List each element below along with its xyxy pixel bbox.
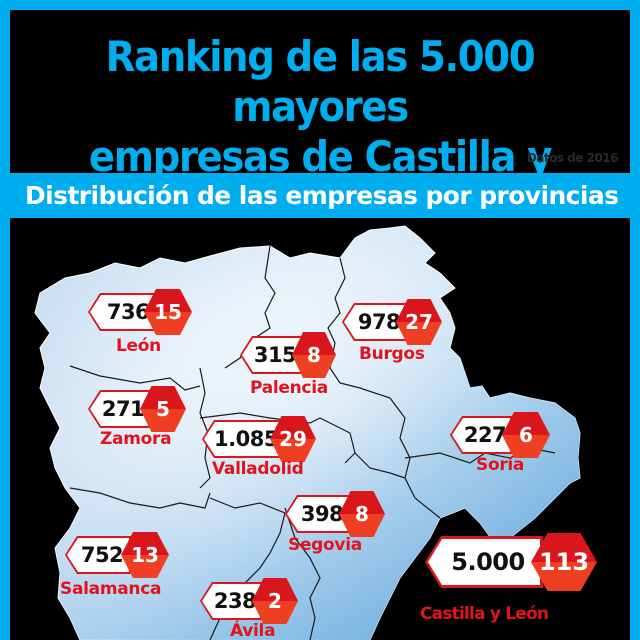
subtitle-bar: Distribución de las empresas por provinc… xyxy=(10,173,630,218)
province-label-zamora: Zamora xyxy=(100,429,172,449)
data-year-note: Datos de 2016 xyxy=(526,151,619,165)
total-rank-count-hex: 113 xyxy=(531,533,597,591)
province-label-leon: León xyxy=(116,336,161,356)
total-companies-count: 5.000 xyxy=(428,539,540,585)
companies-count: 752 xyxy=(67,538,129,572)
province-label-burgos: Burgos xyxy=(359,344,425,364)
province-label-segovia: Segovia xyxy=(288,535,362,555)
map-area: 736 15 León 315 8 Palencia 978 27 Burgos… xyxy=(10,218,630,640)
rank-count-hex: 13 xyxy=(121,532,169,578)
rank-count-hex: 8 xyxy=(292,332,336,378)
province-label-soria: Soria xyxy=(476,455,525,475)
province-label-avila: Ávila xyxy=(230,621,276,640)
rank-count-hex: 2 xyxy=(252,578,298,624)
companies-count: 271 xyxy=(90,392,148,426)
companies-count: 398 xyxy=(287,497,349,531)
companies-count: 227 xyxy=(452,418,510,452)
rank-count-hex: 5 xyxy=(140,386,186,432)
companies-count: 315 xyxy=(242,338,300,372)
companies-count: 1.085 xyxy=(204,422,280,456)
total-label: Castilla y León xyxy=(420,604,549,624)
companies-count: 238 xyxy=(202,584,260,618)
title-line-1: Ranking de las 5.000 mayores xyxy=(105,32,536,131)
province-label-valladolid: Valladolid xyxy=(212,459,304,479)
companies-count: 978 xyxy=(344,305,406,339)
title-box: Ranking de las 5.000 mayores empresas de… xyxy=(10,10,630,231)
province-label-salamanca: Salamanca xyxy=(60,579,162,599)
province-label-palencia: Palencia xyxy=(250,378,328,398)
